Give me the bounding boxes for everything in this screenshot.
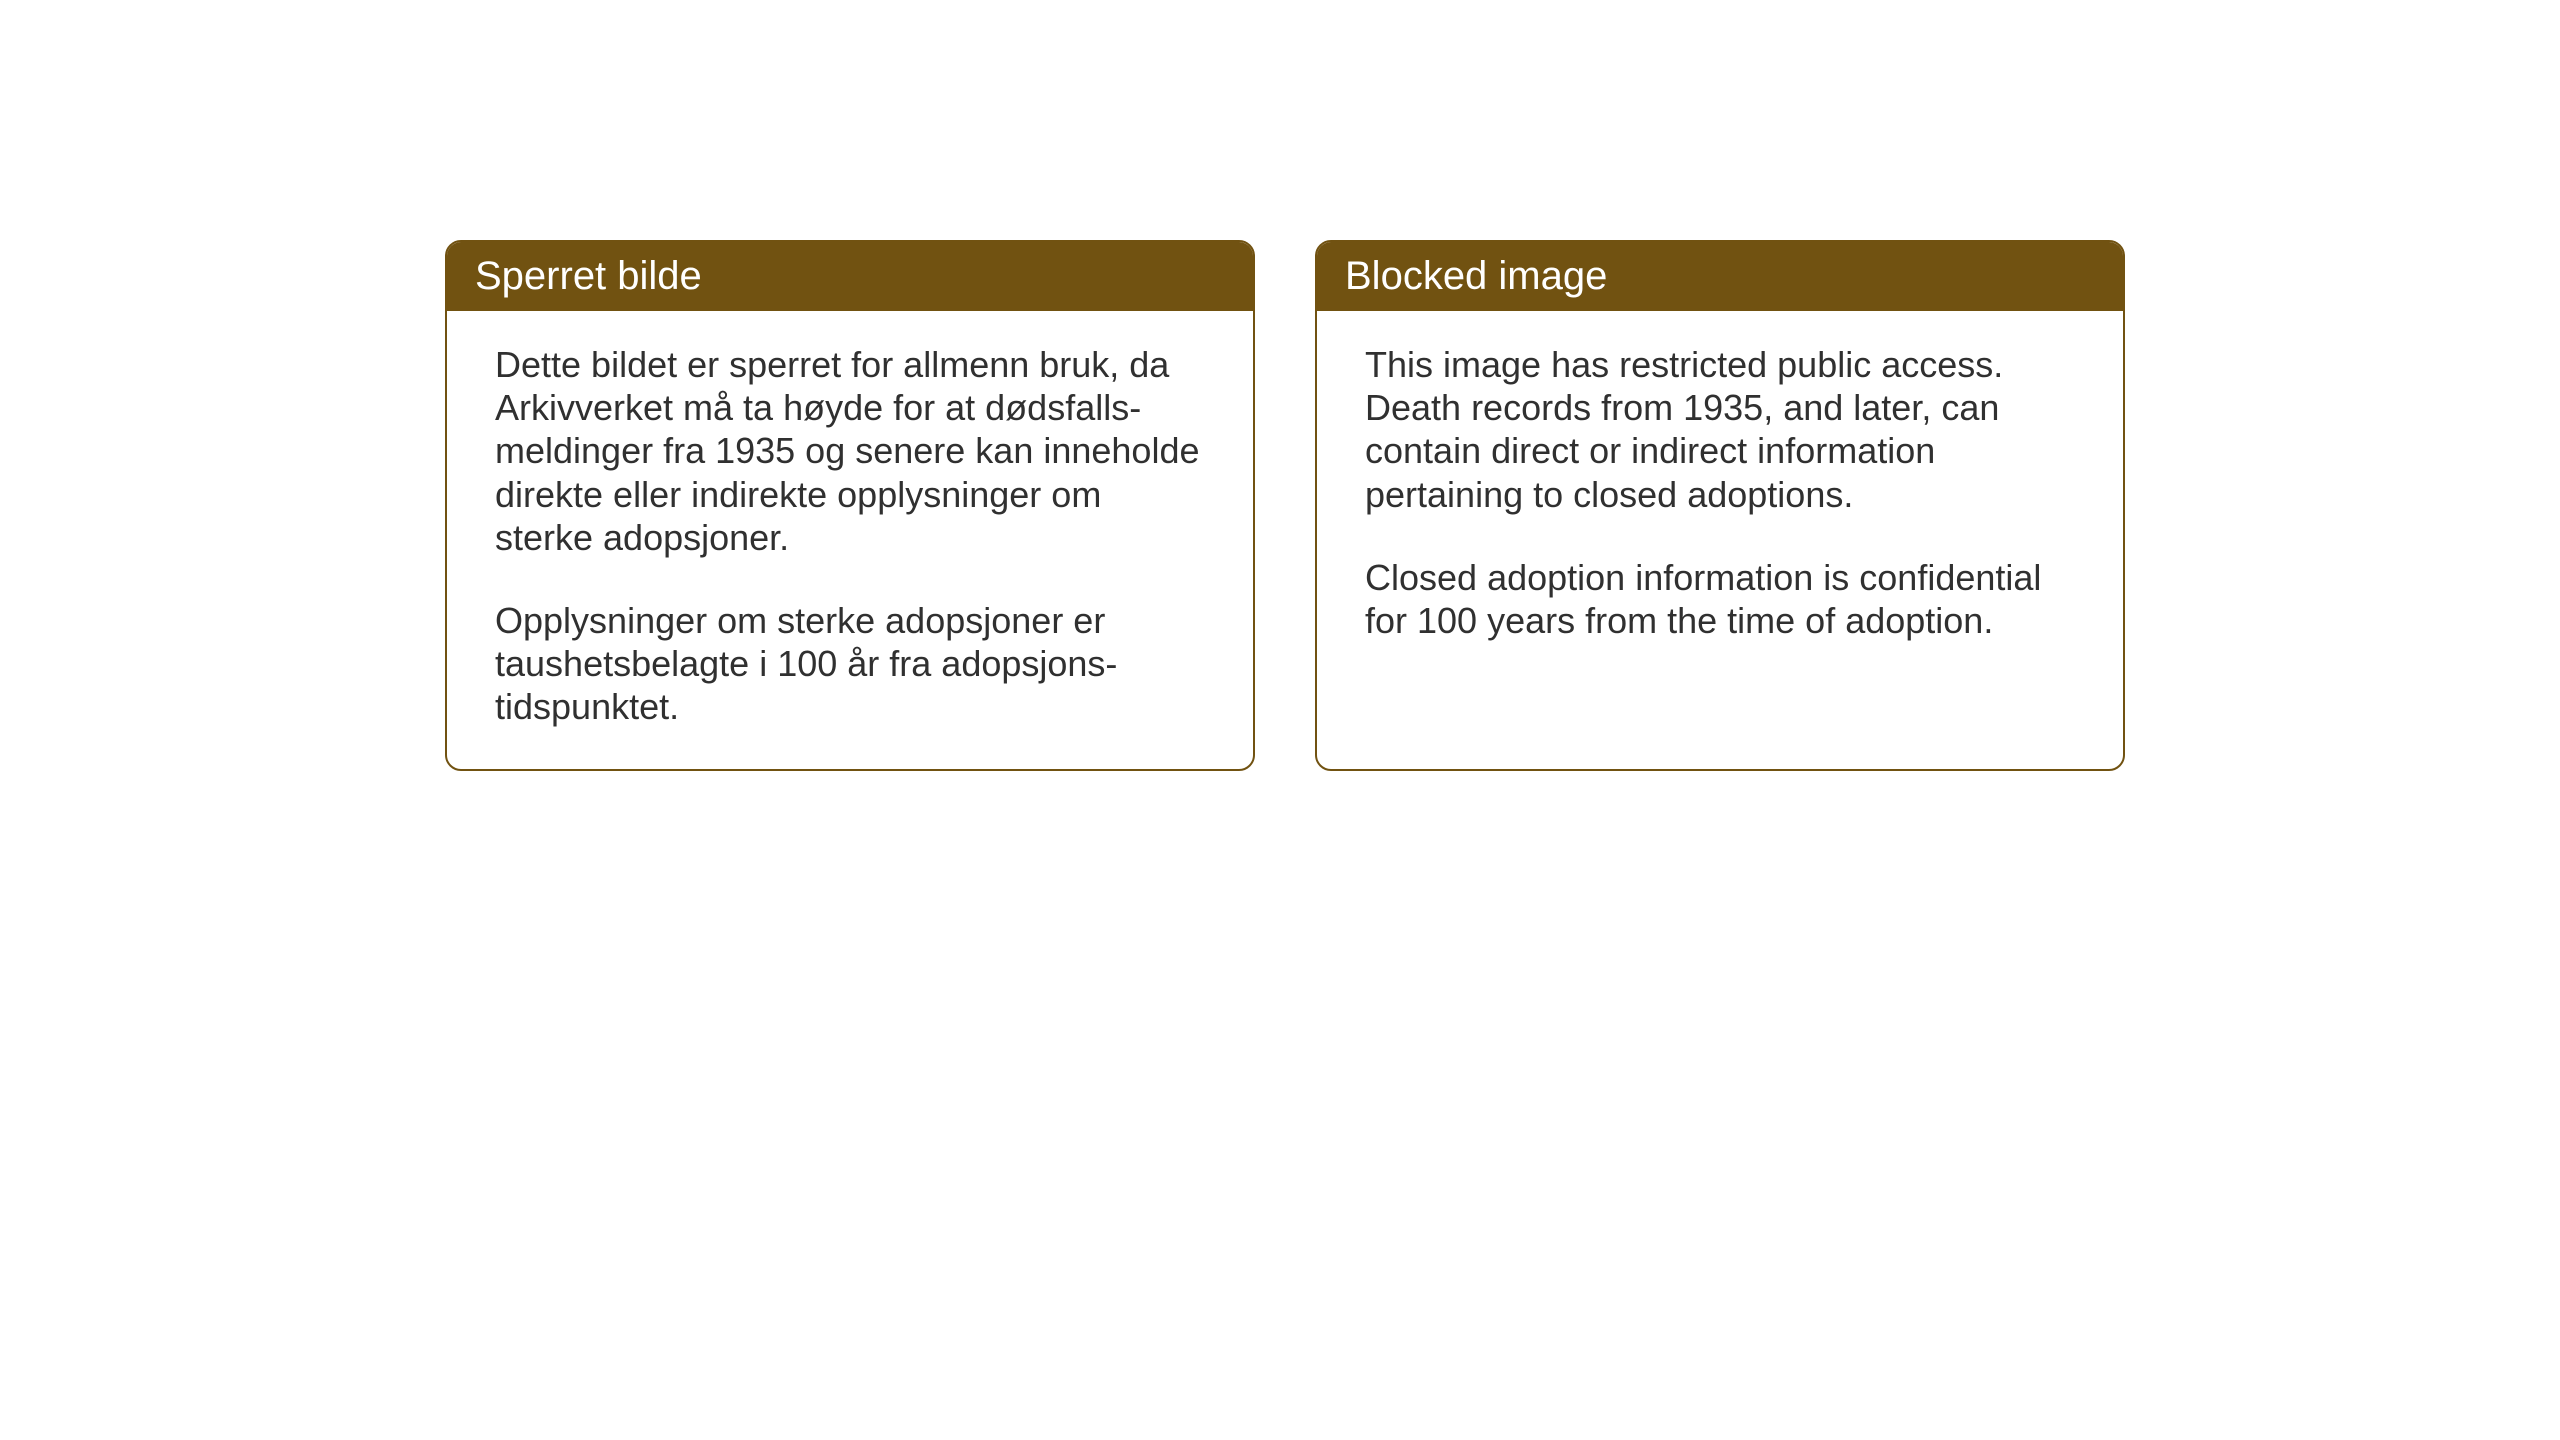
notice-body-norwegian: Dette bildet er sperret for allmenn bruk… xyxy=(447,311,1253,769)
notice-paragraph-2-norwegian: Opplysninger om sterke adopsjoner er tau… xyxy=(495,599,1205,729)
notice-box-english: Blocked image This image has restricted … xyxy=(1315,240,2125,771)
notice-box-norwegian: Sperret bilde Dette bildet er sperret fo… xyxy=(445,240,1255,771)
notice-paragraph-1-norwegian: Dette bildet er sperret for allmenn bruk… xyxy=(495,343,1205,559)
notice-header-english: Blocked image xyxy=(1317,242,2123,311)
notice-paragraph-2-english: Closed adoption information is confident… xyxy=(1365,556,2075,642)
notice-container: Sperret bilde Dette bildet er sperret fo… xyxy=(445,240,2125,771)
notice-header-norwegian: Sperret bilde xyxy=(447,242,1253,311)
notice-body-english: This image has restricted public access.… xyxy=(1317,311,2123,682)
notice-paragraph-1-english: This image has restricted public access.… xyxy=(1365,343,2075,516)
